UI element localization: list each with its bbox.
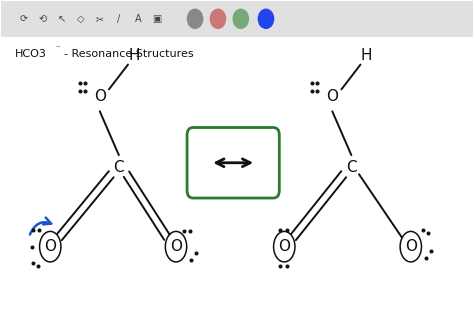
Text: /: / [117, 14, 120, 24]
Text: ▣: ▣ [152, 14, 162, 24]
Text: O: O [170, 239, 182, 254]
Text: ⟲: ⟲ [38, 14, 46, 24]
Circle shape [258, 9, 273, 28]
Text: ✂: ✂ [96, 14, 104, 24]
Text: ⁻: ⁻ [55, 44, 60, 53]
Text: - Resonance Structures: - Resonance Structures [64, 49, 193, 59]
Text: O: O [278, 239, 290, 254]
Text: A: A [135, 14, 141, 24]
Text: ↖: ↖ [58, 14, 66, 24]
Text: H: H [128, 48, 140, 64]
Text: O: O [326, 88, 338, 104]
Text: ◇: ◇ [77, 14, 84, 24]
Text: C: C [346, 160, 356, 175]
Circle shape [187, 9, 203, 28]
FancyBboxPatch shape [0, 1, 474, 37]
Text: O: O [94, 88, 106, 104]
Text: ⟳: ⟳ [19, 14, 27, 24]
Text: HCO3: HCO3 [14, 49, 46, 59]
Text: C: C [114, 160, 124, 175]
Text: O: O [405, 239, 417, 254]
Circle shape [210, 9, 226, 28]
Text: H: H [361, 48, 373, 64]
Circle shape [233, 9, 248, 28]
Text: O: O [44, 239, 56, 254]
